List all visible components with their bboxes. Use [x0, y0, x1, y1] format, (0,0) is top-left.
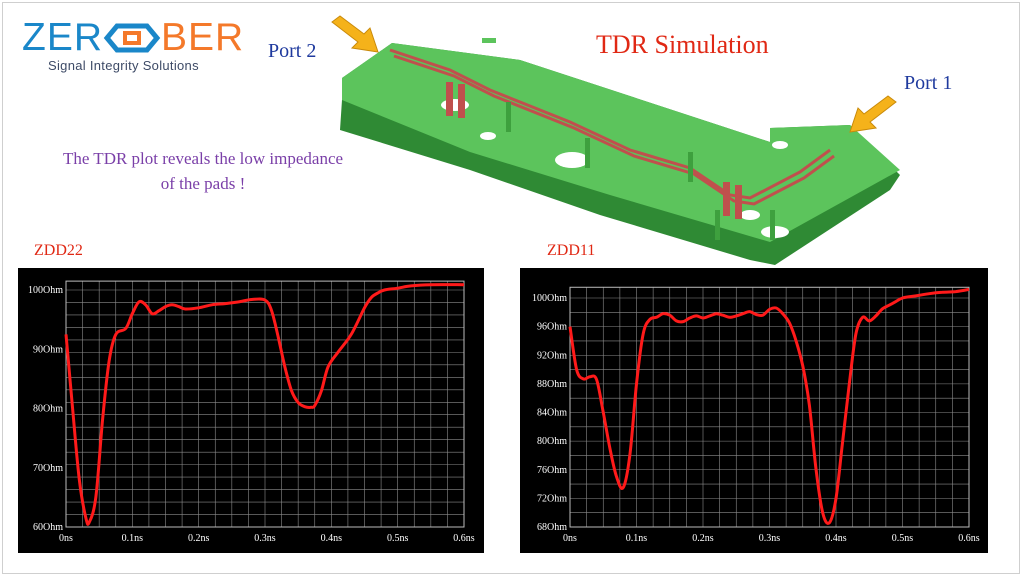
note-line-2: of the pads ! [160, 174, 246, 193]
port2-label: Port 2 [268, 40, 317, 62]
x-tick-label: 0.1ns [626, 533, 648, 544]
note-line-1: The TDR plot reveals the low impedance [62, 149, 344, 168]
x-tick-label: 0.2ns [188, 533, 210, 544]
y-tick-label: 100Ohm [28, 285, 63, 296]
x-tick-label: 0.4ns [321, 533, 343, 544]
tdr-plot-zdd11: 68Ohm 72Ohm 76Ohm 80Ohm 84Ohm 88Ohm 92Ohm 96Ohm… [520, 268, 988, 553]
x-tick-label: 0.5ns [387, 533, 409, 544]
y-tick-label: 60Ohm [33, 522, 63, 533]
logo-wordmark: ZER BER [22, 16, 245, 59]
y-tick-label: 70Ohm [33, 463, 63, 474]
tdr-plot-zdd22: 60Ohm 70Ohm 80Ohm 90Ohm 100Ohm 0ns 0.1ns 0.2ns 0… [18, 268, 484, 553]
x-tick-label: 0.1ns [122, 533, 144, 544]
x-tick-label: 0.6ns [453, 533, 475, 544]
x-tick-label: 0.3ns [759, 533, 781, 544]
slide-title: TDR Simulation [596, 30, 769, 59]
grid [569, 287, 970, 528]
y-tick-label: 100Ohm [532, 293, 567, 304]
chart-label-zdd11: ZDD11 [547, 242, 596, 259]
y-tick-label: 92Ohm [537, 350, 567, 361]
y-tick-label: 68Ohm [537, 522, 567, 533]
y-tick-label: 96Ohm [537, 322, 567, 333]
chart-label-zdd22: ZDD22 [34, 242, 83, 259]
tdr-chart-zdd22: 60Ohm 70Ohm 80Ohm 90Ohm 100Ohm 0ns 0.1ns 0.2ns 0… [28, 280, 475, 544]
x-tick-label: 0ns [59, 533, 73, 544]
x-tick-label: 0.6ns [958, 533, 980, 544]
x-tick-label: 0.2ns [692, 533, 714, 544]
y-tick-label: 80Ohm [537, 436, 567, 447]
x-tick-label: 0ns [563, 533, 577, 544]
arrow-port1-icon [849, 95, 897, 133]
tdr-chart-zdd11: 68Ohm 72Ohm 76Ohm 80Ohm 84Ohm 88Ohm 92Ohm 96Ohm… [532, 286, 980, 544]
port1-label: Port 1 [904, 72, 953, 94]
y-tick-label: 80Ohm [33, 404, 63, 415]
plot-border [569, 286, 970, 528]
y-tick-label: 72Ohm [537, 493, 567, 504]
tdr-curve [64, 283, 465, 526]
zerober-logo: ZER BER Signal Integrity Solutions [22, 14, 247, 76]
arrow-port2-icon [331, 15, 379, 53]
logo-tagline: Signal Integrity Solutions [48, 58, 199, 73]
y-tick-label: 90Ohm [33, 344, 63, 355]
x-tick-label: 0.3ns [254, 533, 276, 544]
y-tick-label: 84Ohm [537, 408, 567, 419]
x-tick-label: 0.5ns [892, 533, 914, 544]
grid [65, 281, 465, 528]
pcb-board-illustration [340, 38, 900, 265]
annotation-note: The TDR plot reveals the low impedance o… [28, 146, 378, 196]
plot-border [65, 280, 465, 528]
y-tick-label: 76Ohm [537, 465, 567, 476]
logo-mark-icon [103, 23, 161, 53]
x-tick-label: 0.4ns [825, 533, 847, 544]
tdr-curve [568, 287, 970, 525]
y-tick-label: 88Ohm [537, 379, 567, 390]
